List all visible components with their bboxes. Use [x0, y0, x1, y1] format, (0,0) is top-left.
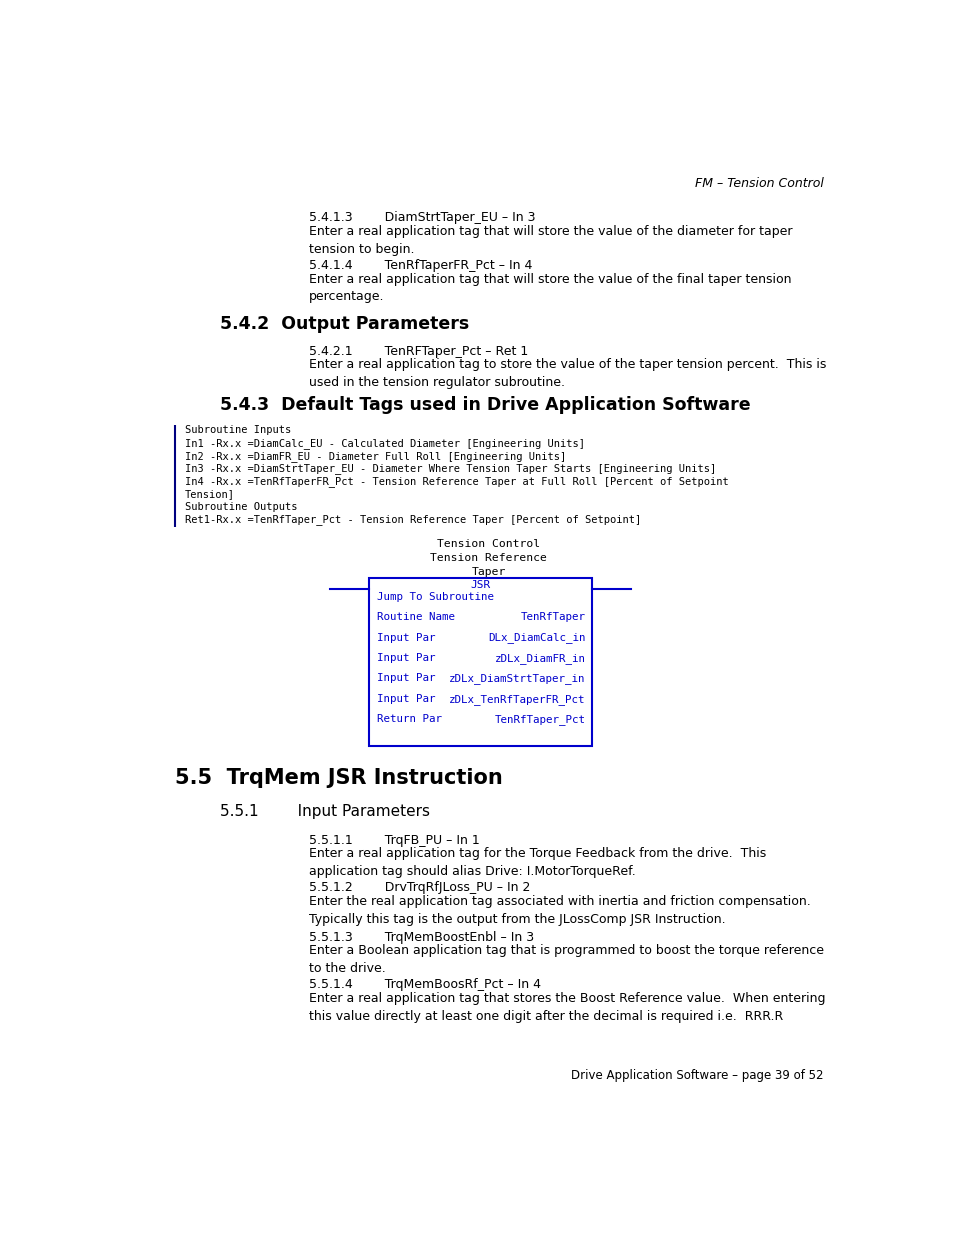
Text: zDLx_TenRfTaperFR_Pct: zDLx_TenRfTaperFR_Pct	[449, 694, 585, 705]
Bar	[369, 578, 592, 746]
Text: Enter the real application tag associated with inertia and friction compensation: Enter the real application tag associate…	[309, 895, 810, 925]
Text: Enter a Boolean application tag that is programmed to boost the torque reference: Enter a Boolean application tag that is …	[309, 945, 823, 974]
Text: Ret1-Rx.x =TenRfTaper_Pct - Tension Reference Taper [Percent of Setpoint]: Ret1-Rx.x =TenRfTaper_Pct - Tension Refe…	[185, 514, 640, 525]
Text: 5.4.2.1        TenRFTaper_Pct – Ret 1: 5.4.2.1 TenRFTaper_Pct – Ret 1	[309, 345, 528, 358]
Text: Input Par: Input Par	[376, 694, 435, 704]
Text: In4 -Rx.x =TenRfTaperFR_Pct - Tension Reference Taper at Full Roll [Percent of S: In4 -Rx.x =TenRfTaperFR_Pct - Tension Re…	[185, 477, 728, 487]
Text: zDLx_DiamFR_in: zDLx_DiamFR_in	[495, 653, 585, 664]
Text: In2 -Rx.x =DiamFR_EU - Diameter Full Roll [Engineering Units]: In2 -Rx.x =DiamFR_EU - Diameter Full Rol…	[185, 451, 566, 462]
Text: 5.5.1        Input Parameters: 5.5.1 Input Parameters	[220, 804, 430, 819]
Text: In1 -Rx.x =DiamCalc_EU - Calculated Diameter [Engineering Units]: In1 -Rx.x =DiamCalc_EU - Calculated Diam…	[185, 438, 584, 450]
Text: 5.4.3  Default Tags used in Drive Application Software: 5.4.3 Default Tags used in Drive Applica…	[220, 396, 750, 414]
Text: Drive Application Software – page 39 of 52: Drive Application Software – page 39 of …	[571, 1070, 822, 1082]
Text: 5.5.1.2        DrvTrqRfJLoss_PU – In 2: 5.5.1.2 DrvTrqRfJLoss_PU – In 2	[309, 882, 530, 894]
Text: FM – Tension Control: FM – Tension Control	[694, 178, 822, 190]
Text: Jump To Subroutine: Jump To Subroutine	[376, 592, 493, 601]
Text: 5.5.1.3        TrqMemBoostEnbl – In 3: 5.5.1.3 TrqMemBoostEnbl – In 3	[309, 930, 534, 944]
Text: Enter a real application tag to store the value of the taper tension percent.  T: Enter a real application tag to store th…	[309, 358, 825, 389]
Text: 5.4.2  Output Parameters: 5.4.2 Output Parameters	[220, 315, 469, 333]
Text: Input Par: Input Par	[376, 653, 435, 663]
Text: Tension Reference: Tension Reference	[430, 553, 547, 563]
Text: Taper: Taper	[471, 567, 506, 577]
Text: Input Par: Input Par	[376, 673, 435, 683]
Text: 5.5.1.1        TrqFB_PU – In 1: 5.5.1.1 TrqFB_PU – In 1	[309, 834, 479, 846]
Text: Subroutine Inputs: Subroutine Inputs	[185, 425, 291, 436]
Text: Enter a real application tag for the Torque Feedback from the drive.  This
appli: Enter a real application tag for the Tor…	[309, 847, 765, 878]
Text: Tension Control: Tension Control	[436, 540, 540, 550]
Text: Input Par: Input Par	[376, 632, 435, 642]
Text: Subroutine Outputs: Subroutine Outputs	[185, 501, 297, 511]
Text: Enter a real application tag that will store the value of the final taper tensio: Enter a real application tag that will s…	[309, 273, 791, 304]
Text: JSR: JSR	[470, 580, 490, 590]
Text: Return Par: Return Par	[376, 714, 441, 724]
Text: Enter a real application tag that will store the value of the diameter for taper: Enter a real application tag that will s…	[309, 225, 792, 256]
Text: 5.5  TrqMem JSR Instruction: 5.5 TrqMem JSR Instruction	[174, 768, 502, 788]
Text: 5.5.1.4        TrqMemBoosRf_Pct – In 4: 5.5.1.4 TrqMemBoosRf_Pct – In 4	[309, 978, 540, 992]
Text: Routine Name: Routine Name	[376, 613, 454, 622]
Text: TenRfTaper_Pct: TenRfTaper_Pct	[495, 714, 585, 725]
Text: 5.4.1.4        TenRfTaperFR_Pct – In 4: 5.4.1.4 TenRfTaperFR_Pct – In 4	[309, 259, 532, 272]
Text: Tension]: Tension]	[185, 489, 234, 499]
Text: In3 -Rx.x =DiamStrtTaper_EU - Diameter Where Tension Taper Starts [Engineering U: In3 -Rx.x =DiamStrtTaper_EU - Diameter W…	[185, 463, 716, 474]
Text: TenRfTaper: TenRfTaper	[520, 613, 585, 622]
Text: 5.4.1.3        DiamStrtTaper_EU – In 3: 5.4.1.3 DiamStrtTaper_EU – In 3	[309, 211, 535, 225]
Text: Enter a real application tag that stores the Boost Reference value.  When enteri: Enter a real application tag that stores…	[309, 992, 824, 1023]
Text: DLx_DiamCalc_in: DLx_DiamCalc_in	[488, 632, 585, 643]
Text: zDLx_DiamStrtTaper_in: zDLx_DiamStrtTaper_in	[449, 673, 585, 684]
